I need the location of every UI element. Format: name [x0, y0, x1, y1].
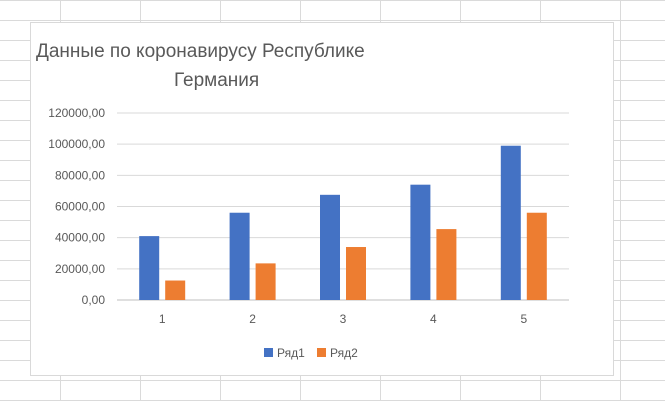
bar-Ряд1-1[interactable] — [139, 236, 160, 300]
y-axis-ticks: 0,00 20000,00 40000,00 60000,00 80000,00 1000… — [48, 106, 105, 307]
legend-swatch — [317, 348, 326, 357]
legend-label: Ряд1 — [277, 346, 305, 360]
gridlines — [117, 112, 569, 301]
legend-swatch — [264, 348, 273, 357]
y-tick-label: 20000,00 — [55, 262, 105, 276]
legend-label: Ряд2 — [330, 346, 358, 360]
chart-title-line-2: Германия — [174, 70, 259, 91]
x-tick-label: 5 — [520, 312, 527, 326]
y-tick-label: 40000,00 — [55, 231, 105, 245]
x-tick-label: 3 — [340, 312, 347, 326]
bar-Ряд2-5[interactable] — [526, 212, 547, 300]
bar-Ряд1-5[interactable] — [500, 145, 521, 300]
legend: Ряд1 Ряд2 — [264, 346, 358, 360]
x-tick-label: 1 — [159, 312, 166, 326]
bar-Ряд1-2[interactable] — [229, 212, 250, 300]
bars — [139, 145, 547, 300]
bar-Ряд2-2[interactable] — [255, 263, 276, 300]
y-tick-label: 100000,00 — [48, 137, 105, 151]
y-tick-label: 80000,00 — [55, 168, 105, 182]
y-tick-label: 120000,00 — [48, 106, 105, 120]
bar-Ряд2-3[interactable] — [346, 247, 366, 300]
x-tick-label: 4 — [430, 312, 437, 326]
bar-Ряд2-4[interactable] — [436, 229, 457, 300]
chart-title-line-1: Данные по коронавирусу Республике — [36, 41, 365, 62]
y-tick-label: 0,00 — [82, 293, 106, 307]
x-tick-label: 2 — [249, 312, 256, 326]
bar-Ряд1-3[interactable] — [320, 194, 340, 300]
bar-Ряд1-4[interactable] — [410, 184, 431, 300]
y-tick-label: 60000,00 — [55, 200, 105, 214]
chart-area[interactable]: Данные по коронавирусу Республике Герман… — [30, 22, 614, 376]
bar-chart: Данные по коронавирусу Республике Герман… — [36, 41, 569, 360]
x-axis-ticks: 1 2 3 4 5 — [159, 312, 528, 326]
bar-Ряд2-1[interactable] — [165, 280, 186, 300]
